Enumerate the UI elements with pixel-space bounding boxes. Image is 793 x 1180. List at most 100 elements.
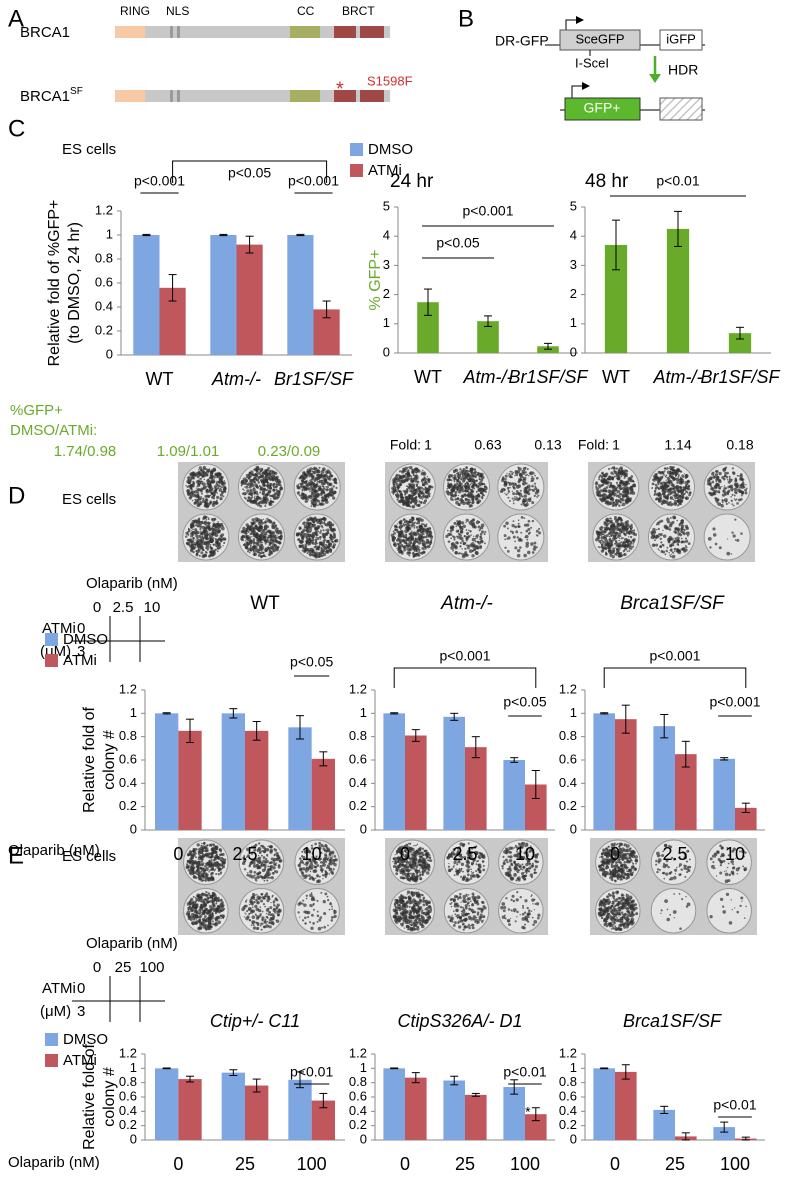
colony	[517, 525, 520, 528]
colony	[714, 542, 718, 546]
colony	[608, 477, 612, 481]
colony	[203, 478, 206, 481]
colony	[515, 530, 519, 534]
colony	[504, 538, 507, 541]
colony	[526, 467, 529, 470]
colony	[612, 528, 614, 531]
colony	[467, 534, 470, 538]
colony	[312, 471, 315, 474]
colony	[309, 539, 313, 542]
colony	[656, 528, 658, 531]
colony	[321, 496, 324, 499]
colony	[202, 517, 206, 520]
colony	[217, 486, 220, 490]
colony	[611, 554, 615, 559]
colony	[662, 534, 667, 538]
colony	[421, 542, 426, 546]
colony	[205, 485, 208, 488]
colony	[631, 539, 635, 542]
colony	[215, 853, 218, 856]
colony	[253, 543, 255, 546]
colony	[472, 469, 474, 472]
colony	[200, 520, 203, 524]
colony	[481, 489, 486, 493]
colony	[194, 494, 197, 497]
colony	[248, 474, 252, 478]
colony	[200, 502, 203, 504]
colony	[466, 544, 469, 547]
colony	[219, 859, 223, 862]
colony	[712, 475, 716, 479]
colony	[450, 482, 452, 484]
colony	[197, 479, 201, 483]
colony	[663, 474, 665, 476]
colony	[469, 530, 472, 533]
colony	[398, 521, 402, 524]
colony	[305, 473, 309, 477]
colony	[320, 547, 323, 549]
colony	[310, 486, 313, 489]
colony	[319, 531, 322, 534]
colony	[519, 492, 522, 495]
colony	[478, 483, 482, 487]
colony	[201, 874, 205, 877]
colony	[200, 530, 202, 533]
colony	[530, 488, 533, 491]
colony	[243, 491, 247, 496]
colony	[456, 475, 460, 478]
colony	[459, 526, 462, 529]
colony	[430, 538, 433, 541]
colony	[212, 537, 215, 540]
colony	[328, 477, 332, 481]
colony	[208, 468, 211, 470]
colony	[664, 553, 667, 556]
colony	[396, 491, 399, 494]
colony	[332, 496, 336, 500]
colony	[191, 483, 195, 488]
colony	[616, 503, 619, 505]
colony	[262, 518, 265, 521]
colony	[325, 474, 329, 478]
colony	[613, 534, 616, 538]
colony	[465, 466, 468, 469]
colony	[279, 543, 281, 545]
colony	[406, 543, 411, 547]
colony	[259, 524, 262, 527]
colony	[214, 501, 219, 505]
colony	[312, 500, 316, 504]
colony	[213, 486, 217, 489]
colony	[663, 524, 668, 529]
colony	[658, 480, 661, 483]
colony	[462, 542, 466, 545]
colony	[189, 484, 191, 487]
colony	[512, 482, 517, 486]
colony	[331, 494, 334, 497]
colony	[203, 520, 207, 524]
colony	[619, 554, 622, 557]
colony	[392, 493, 395, 495]
colony	[475, 534, 479, 538]
colony	[619, 487, 623, 491]
colony	[470, 489, 475, 494]
colony	[304, 549, 307, 553]
colony	[473, 468, 477, 471]
colony	[473, 488, 476, 490]
colony	[321, 517, 324, 520]
colony	[202, 536, 204, 539]
colony	[412, 474, 415, 476]
colony	[478, 477, 481, 480]
colony	[512, 535, 516, 539]
colony	[206, 482, 210, 486]
colony	[476, 490, 478, 493]
colony	[507, 536, 511, 540]
colony	[316, 547, 319, 550]
colony	[319, 523, 321, 525]
colony	[402, 545, 406, 549]
colony	[256, 486, 260, 489]
colony	[325, 549, 327, 551]
colony	[465, 539, 468, 542]
colony	[679, 485, 682, 488]
colony	[301, 492, 304, 495]
colony	[313, 467, 318, 471]
colony	[663, 468, 665, 470]
